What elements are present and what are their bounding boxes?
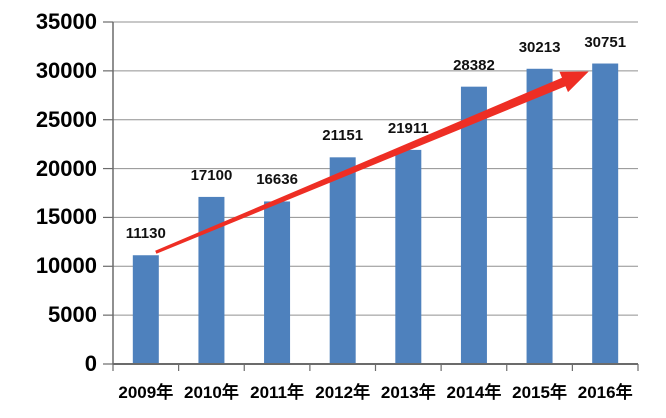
x-axis-label: 2010年 bbox=[184, 383, 239, 402]
x-axis-label: 2015年 bbox=[512, 383, 567, 402]
x-axis-label: 2012年 bbox=[315, 383, 371, 402]
trend-arrow bbox=[155, 71, 589, 254]
data-label: 17100 bbox=[190, 166, 233, 184]
x-axis-label: 2014年 bbox=[446, 383, 502, 402]
y-axis-label: 0 bbox=[84, 351, 97, 376]
y-axis-label: 35000 bbox=[35, 9, 97, 34]
bar-2015年 bbox=[526, 68, 553, 365]
bar-2011年 bbox=[264, 201, 291, 364]
x-axis-label: 2013年 bbox=[380, 383, 436, 402]
x-axis-label: 2009年 bbox=[118, 383, 174, 402]
y-axis-label: 5000 bbox=[48, 302, 97, 328]
y-axis-label: 30000 bbox=[35, 57, 97, 83]
bar-2010年 bbox=[198, 196, 225, 364]
bar-2013年 bbox=[395, 149, 422, 364]
data-label: 28382 bbox=[453, 56, 495, 74]
data-label: 30213 bbox=[518, 38, 561, 56]
data-label: 11130 bbox=[125, 225, 166, 243]
x-axis-label: 2011年 bbox=[250, 383, 304, 402]
y-axis-label: 10000 bbox=[35, 253, 97, 279]
x-axis-label: 2016年 bbox=[577, 383, 633, 402]
data-label: 21151 bbox=[322, 127, 364, 145]
bar-2014年 bbox=[460, 86, 487, 365]
y-axis-label: 15000 bbox=[35, 204, 97, 230]
data-label: 21911 bbox=[387, 119, 429, 137]
y-axis-label: 25000 bbox=[35, 106, 97, 132]
data-label: 30751 bbox=[584, 33, 627, 51]
bar-2016年 bbox=[592, 63, 619, 364]
y-axis-label: 20000 bbox=[35, 155, 97, 181]
bar-2009年 bbox=[132, 255, 159, 364]
bar-2012年 bbox=[329, 157, 356, 364]
data-label: 16636 bbox=[256, 171, 298, 189]
